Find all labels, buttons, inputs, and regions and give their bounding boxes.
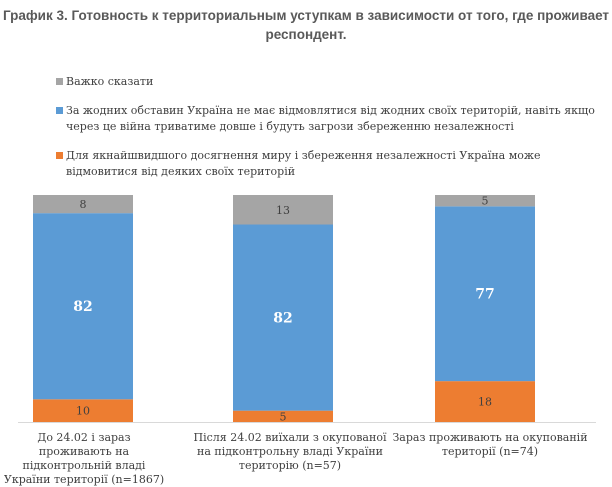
bar-segment-hard-to-say-1 xyxy=(33,195,133,214)
x-category-label-3: Зараз проживають на окупованій території… xyxy=(392,431,588,458)
legend-swatch-orange xyxy=(56,152,63,159)
chart-title: График 3. Готовность к территориальным у… xyxy=(2,8,610,42)
data-label-no-concessions-2: 82 xyxy=(273,311,292,327)
data-label-no-concessions-3: 77 xyxy=(475,287,494,303)
bar-segment-hard-to-say-2 xyxy=(233,195,333,225)
data-label-concessions-1: 10 xyxy=(76,405,90,418)
x-category-label-1: До 24.02 і зараз проживають на підконтро… xyxy=(3,431,165,486)
legend-item-hard-to-say: Важко сказати xyxy=(56,74,596,90)
chart-legend: Важко сказати За жодних обставин Україна… xyxy=(56,74,596,193)
data-label-concessions-3: 18 xyxy=(478,396,492,409)
legend-label-concessions: Для якнайшвидшого досягнення миру і збер… xyxy=(66,149,541,178)
data-label-concessions-2: 5 xyxy=(280,410,287,423)
bar-segment-no-concessions-1 xyxy=(33,213,133,400)
legend-label-hard-to-say: Важко сказати xyxy=(66,75,154,88)
bar-segment-no-concessions-3 xyxy=(435,206,535,382)
bar-segment-concessions-2 xyxy=(233,410,333,422)
data-label-no-concessions-1: 82 xyxy=(73,299,92,315)
bar-segment-hard-to-say-3 xyxy=(435,195,535,207)
bar-segment-concessions-1 xyxy=(33,399,133,422)
data-label-hard-to-say-1: 8 xyxy=(80,198,87,211)
bar-segment-no-concessions-2 xyxy=(233,224,333,411)
legend-item-no-concessions: За жодних обставин Україна не має відмов… xyxy=(56,103,596,135)
legend-swatch-gray xyxy=(56,78,63,85)
x-category-label-2: Після 24.02 виїхали з окупованої на підк… xyxy=(193,431,387,472)
data-label-hard-to-say-3: 5 xyxy=(482,195,489,208)
data-label-hard-to-say-2: 13 xyxy=(276,204,290,217)
legend-swatch-blue xyxy=(56,107,63,114)
legend-item-concessions: Для якнайшвидшого досягнення миру і збер… xyxy=(56,148,596,180)
legend-label-no-concessions: За жодних обставин Україна не має відмов… xyxy=(66,104,595,133)
bar-segment-concessions-3 xyxy=(435,381,535,422)
